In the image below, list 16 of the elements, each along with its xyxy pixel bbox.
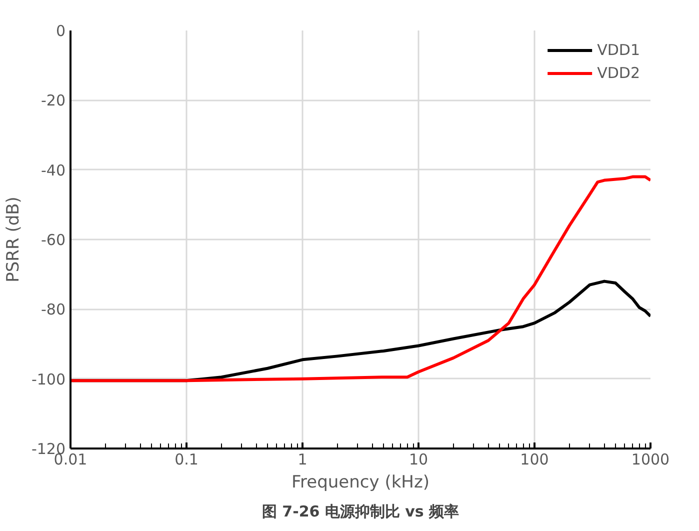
y-tick-label: -20 (41, 92, 66, 110)
legend-label: VDD1 (597, 41, 640, 59)
x-tick-label: 100 (520, 450, 549, 468)
x-tick-label: 1 (298, 450, 308, 468)
y-tick-label: -80 (41, 300, 66, 319)
y-axis-title: PSRR (dB) (3, 196, 24, 282)
y-tick-label: -60 (41, 231, 66, 249)
y-tick-label: -100 (31, 370, 66, 388)
x-axis-title: Frequency (kHz) (291, 472, 430, 492)
x-tick-label: 0.1 (174, 450, 198, 468)
x-tick-label: 1000 (631, 450, 670, 468)
x-tick-label: 10 (408, 450, 428, 468)
y-tick-label: 0 (56, 22, 66, 40)
y-tick-label: -40 (41, 161, 66, 180)
text: 图 7-26 电源抑制比 vs 频率 (262, 502, 460, 520)
legend-label: VDD2 (597, 64, 640, 82)
